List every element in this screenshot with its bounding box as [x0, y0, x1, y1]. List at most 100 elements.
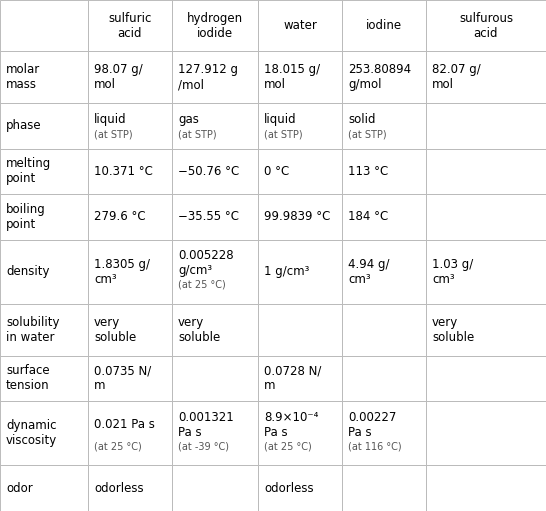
Bar [88, 0, 172, 52]
Text: 0.021 Pa s: 0.021 Pa s [94, 419, 155, 431]
Text: 253.80894
g/mol: 253.80894 g/mol [348, 63, 411, 91]
Text: (at 25 °C): (at 25 °C) [264, 441, 312, 451]
Text: odorless: odorless [264, 482, 313, 495]
Bar [258, 0, 342, 52]
Text: surface
tension: surface tension [6, 364, 50, 392]
Text: 0.005228
g/cm³: 0.005228 g/cm³ [178, 249, 234, 277]
Text: phase: phase [6, 119, 41, 132]
Text: liquid: liquid [94, 113, 127, 126]
Bar [172, 356, 258, 401]
Bar [88, 52, 172, 103]
Text: solubility
in water: solubility in water [6, 316, 60, 344]
Bar [172, 240, 258, 304]
Bar [342, 240, 426, 304]
Text: 0 °C: 0 °C [264, 165, 289, 178]
Bar [258, 304, 342, 356]
Bar [342, 304, 426, 356]
Bar [258, 240, 342, 304]
Text: water: water [283, 19, 317, 32]
Text: 0.0735 N/
m: 0.0735 N/ m [94, 364, 151, 392]
Text: (at 25 °C): (at 25 °C) [178, 280, 225, 290]
Bar [0, 401, 88, 466]
Bar [0, 103, 88, 149]
Text: (at -39 °C): (at -39 °C) [178, 441, 229, 451]
Text: 0.0728 N/
m: 0.0728 N/ m [264, 364, 322, 392]
Text: odor: odor [6, 482, 33, 495]
Text: 1.8305 g/
cm³: 1.8305 g/ cm³ [94, 258, 150, 286]
Bar [426, 52, 546, 103]
Text: (at 116 °C): (at 116 °C) [348, 441, 402, 451]
Bar [88, 149, 172, 194]
Bar [342, 0, 426, 52]
Text: 184 °C: 184 °C [348, 211, 388, 223]
Text: 113 °C: 113 °C [348, 165, 388, 178]
Bar [88, 466, 172, 511]
Bar [0, 304, 88, 356]
Text: 18.015 g/
mol: 18.015 g/ mol [264, 63, 320, 91]
Bar [342, 466, 426, 511]
Bar [88, 401, 172, 466]
Bar [426, 103, 546, 149]
Text: 4.94 g/
cm³: 4.94 g/ cm³ [348, 258, 389, 286]
Bar [258, 194, 342, 240]
Bar [88, 356, 172, 401]
Text: very
soluble: very soluble [94, 316, 136, 344]
Bar [0, 194, 88, 240]
Bar [342, 103, 426, 149]
Text: (at STP): (at STP) [94, 130, 133, 140]
Bar [258, 103, 342, 149]
Text: very
soluble: very soluble [178, 316, 220, 344]
Text: −50.76 °C: −50.76 °C [178, 165, 239, 178]
Bar [258, 401, 342, 466]
Bar [426, 0, 546, 52]
Bar [0, 0, 88, 52]
Bar [88, 240, 172, 304]
Bar [426, 401, 546, 466]
Bar [172, 103, 258, 149]
Text: 99.9839 °C: 99.9839 °C [264, 211, 330, 223]
Bar [0, 52, 88, 103]
Bar [258, 149, 342, 194]
Text: density: density [6, 265, 50, 278]
Bar [258, 52, 342, 103]
Bar [258, 466, 342, 511]
Text: 82.07 g/
mol: 82.07 g/ mol [432, 63, 480, 91]
Text: solid: solid [348, 113, 376, 126]
Bar [426, 356, 546, 401]
Text: (at STP): (at STP) [178, 130, 217, 140]
Bar [426, 149, 546, 194]
Bar [342, 401, 426, 466]
Text: (at STP): (at STP) [264, 130, 302, 140]
Text: 279.6 °C: 279.6 °C [94, 211, 146, 223]
Text: molar
mass: molar mass [6, 63, 40, 91]
Bar [172, 194, 258, 240]
Bar [172, 304, 258, 356]
Text: −35.55 °C: −35.55 °C [178, 211, 239, 223]
Bar [0, 240, 88, 304]
Bar [0, 356, 88, 401]
Bar [172, 401, 258, 466]
Bar [342, 356, 426, 401]
Bar [88, 194, 172, 240]
Bar [88, 304, 172, 356]
Bar [426, 304, 546, 356]
Bar [0, 149, 88, 194]
Text: very
soluble: very soluble [432, 316, 474, 344]
Bar [342, 149, 426, 194]
Bar [258, 356, 342, 401]
Text: (at 25 °C): (at 25 °C) [94, 441, 142, 451]
Bar [172, 149, 258, 194]
Bar [426, 240, 546, 304]
Bar [342, 194, 426, 240]
Text: iodine: iodine [366, 19, 402, 32]
Bar [426, 194, 546, 240]
Bar [0, 466, 88, 511]
Text: 127.912 g
/mol: 127.912 g /mol [178, 63, 238, 91]
Text: 1.03 g/
cm³: 1.03 g/ cm³ [432, 258, 473, 286]
Bar [426, 466, 546, 511]
Text: boiling
point: boiling point [6, 203, 46, 231]
Text: (at STP): (at STP) [348, 130, 387, 140]
Bar [172, 52, 258, 103]
Text: sulfurous
acid: sulfurous acid [459, 12, 513, 40]
Text: liquid: liquid [264, 113, 296, 126]
